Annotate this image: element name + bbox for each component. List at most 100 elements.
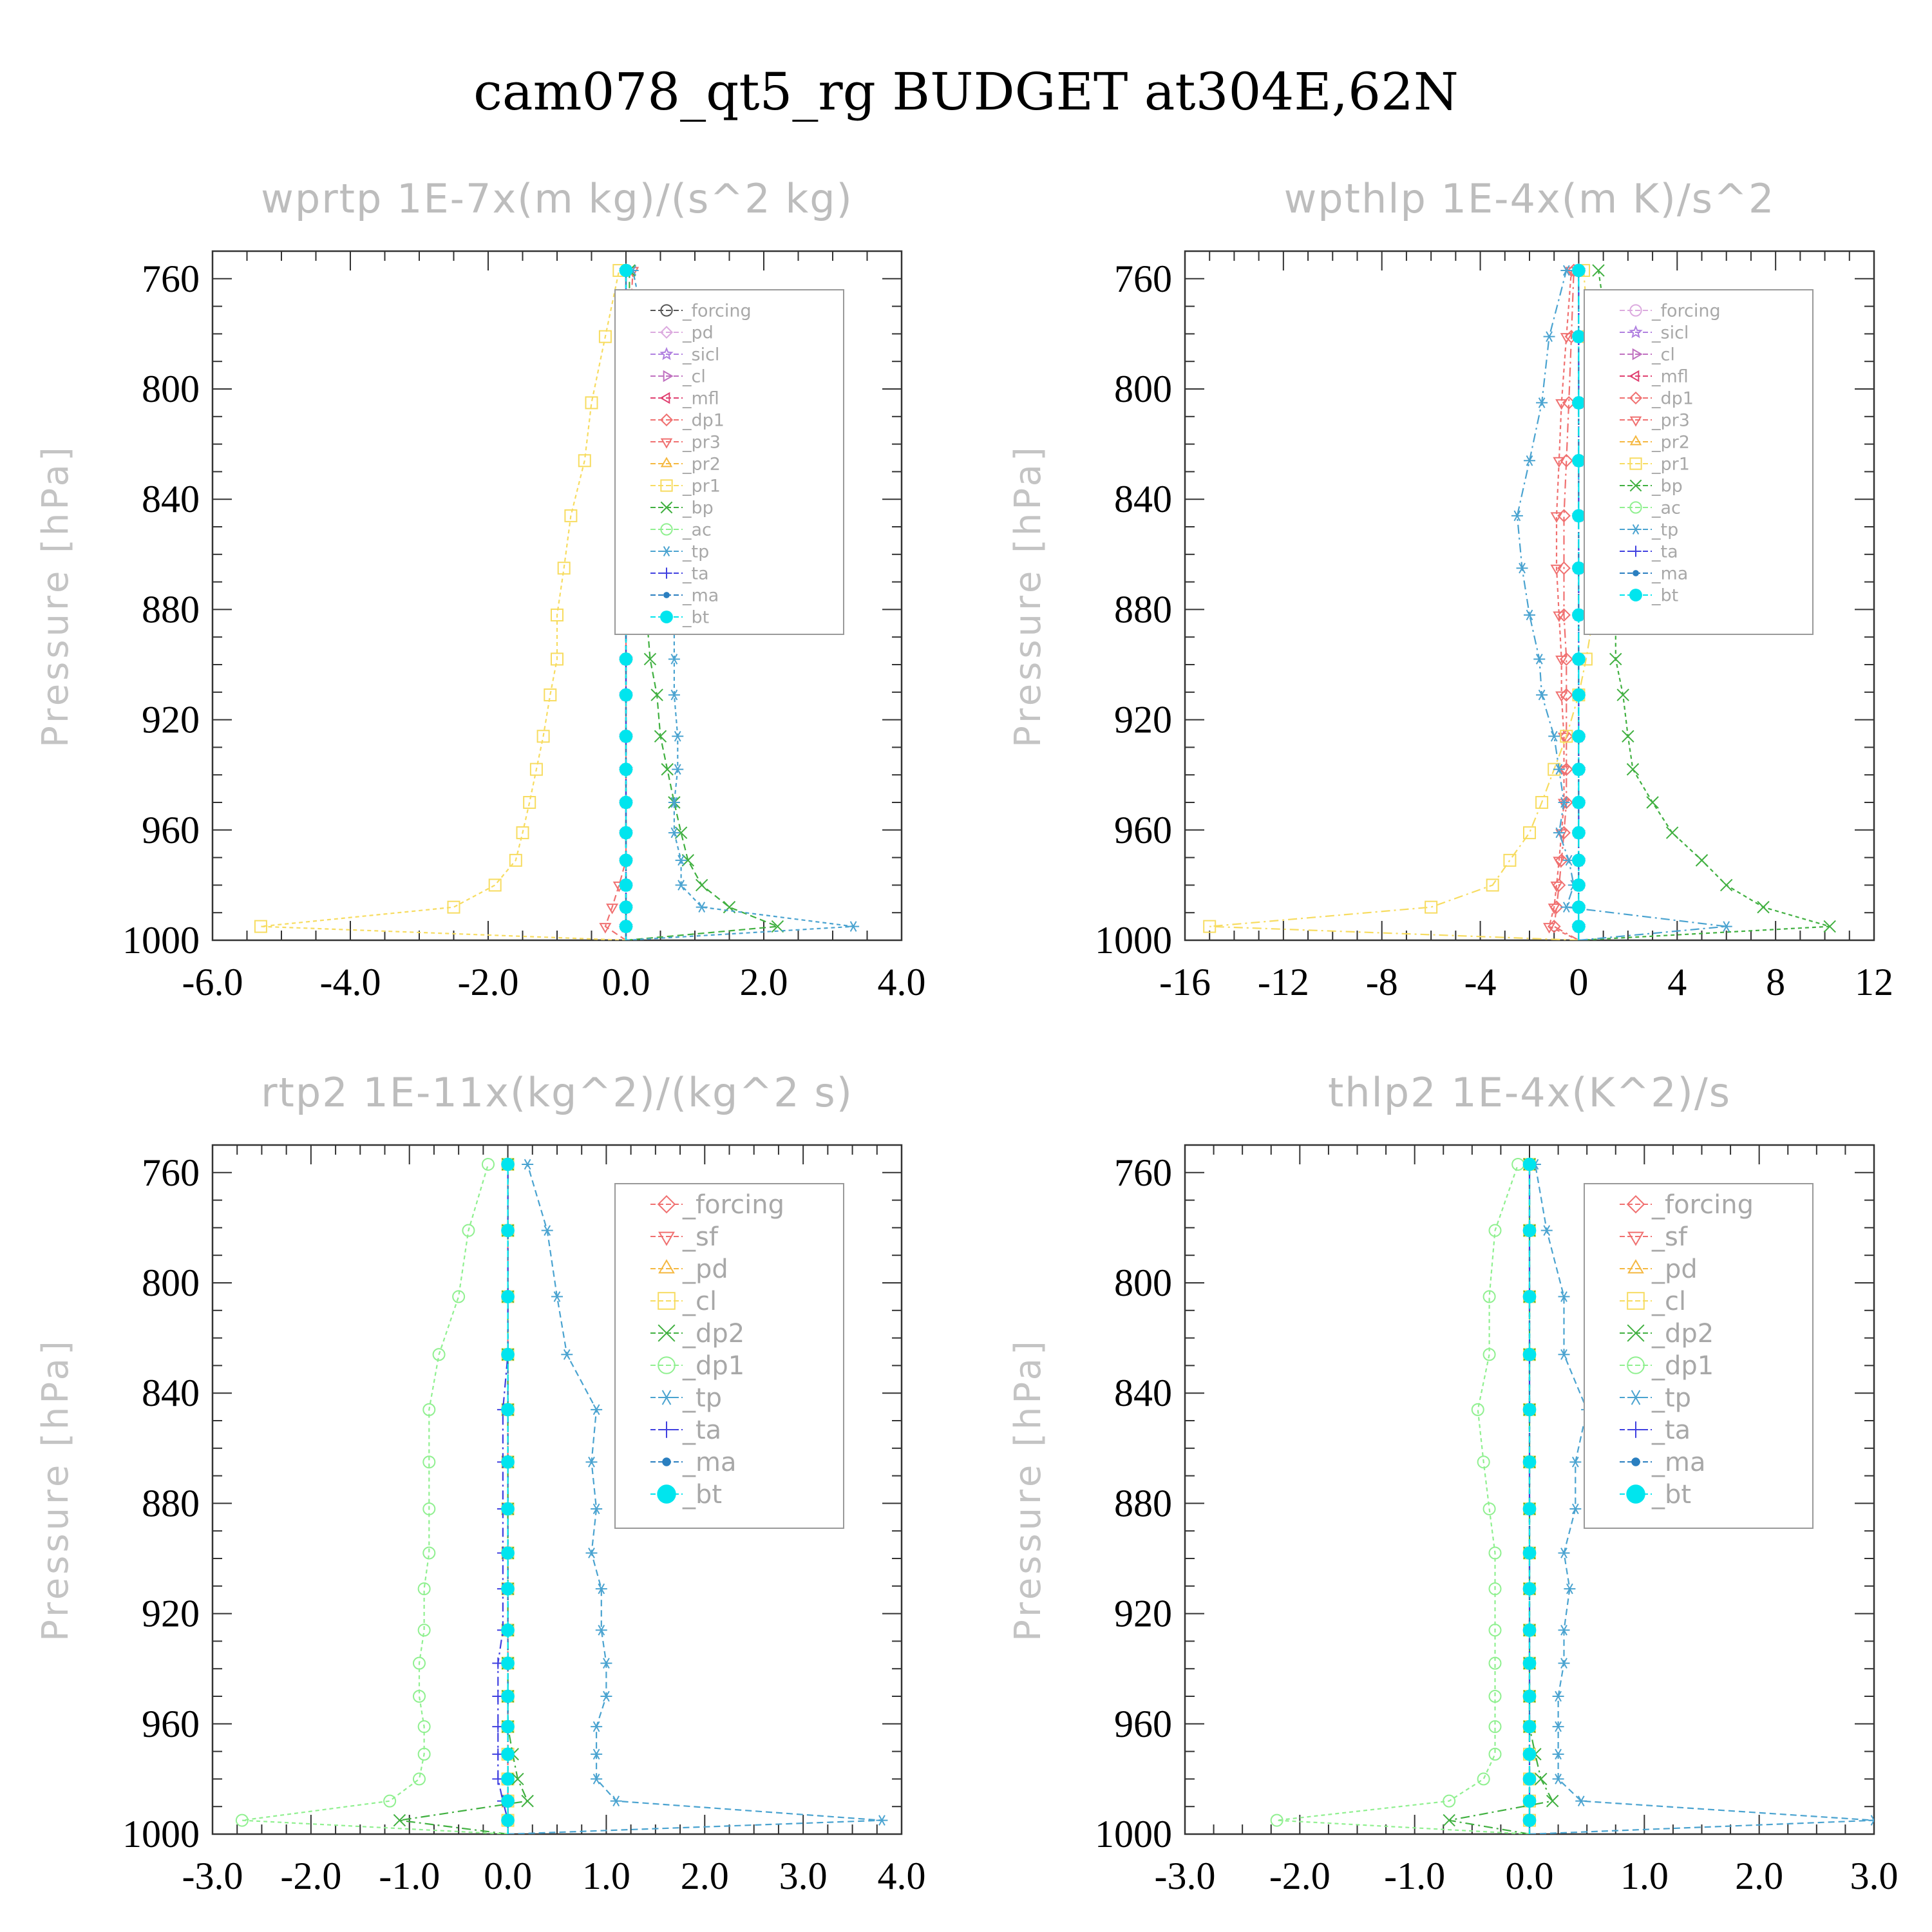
data-point [1559,453,1573,468]
legend-entry: _ta [650,1416,721,1445]
legend-label: _forcing [1651,1190,1754,1220]
data-point [1609,652,1622,666]
legend-marker [660,501,673,514]
data-point [650,688,663,701]
x-tick-label: 1.0 [582,1855,630,1897]
legend-marker [1627,1292,1645,1310]
data-point [1557,509,1571,523]
legend-label: _ma [682,585,719,605]
data-point [413,1690,426,1703]
data-point [522,1159,534,1170]
legend-entry: _dp1 [650,410,724,430]
data-point [619,762,633,776]
data-point [1557,561,1571,575]
legend-label: _dp2 [682,1319,744,1349]
legend-entry: _forcing [650,1190,784,1220]
data-point [1555,399,1568,410]
legend-entry: _ta [650,564,709,583]
data-point [501,1623,515,1637]
series-pr3 [1543,267,1579,940]
legend-marker [1629,370,1640,383]
data-point [595,1583,607,1595]
panel-1: wprtp 1E-7x(m kg)/(s^2 kg) Pressure [hPa]… [35,175,926,1003]
data-point [1572,920,1586,933]
data-point [1626,762,1640,776]
plot-area [235,1157,888,1834]
x-tick-label: 0.0 [602,961,650,1003]
legend-entry: _cl [1620,345,1675,365]
data-point [1511,510,1523,522]
data-point [1522,1623,1537,1637]
data-point [1646,796,1659,809]
data-point [1552,1774,1564,1785]
plot-area [1270,1157,1874,1834]
y-tick-label: 760 [142,258,200,300]
data-point [1558,1349,1570,1360]
data-point [1482,1290,1496,1303]
data-point [521,1794,534,1808]
y-axis-label: Pressure [hPa] [1007,444,1049,748]
data-point [1522,1814,1537,1827]
series-line [507,1164,882,1834]
data-point [696,902,708,913]
legend-label: _tp [1651,1383,1691,1413]
data-point [585,1456,598,1468]
data-point [501,1747,515,1761]
data-point [1559,688,1573,702]
data-point [1572,608,1586,622]
legend-label: _dp1 [682,410,724,430]
legend-label: _forcing [682,1190,784,1220]
legend-label: _tp [1651,520,1678,540]
figure-title: cam078_qt5_rg BUDGET at304E,62N [473,62,1459,122]
data-point [1695,854,1709,867]
data-point [1572,729,1586,743]
y-tick-label: 960 [1114,1703,1172,1745]
data-point [1482,1348,1496,1361]
data-point [1522,1689,1537,1703]
x-tick-label: -3.0 [182,1855,243,1897]
data-point [1555,691,1568,703]
data-point [771,920,784,933]
y-tick-label: 1000 [1095,1813,1172,1855]
legend-marker [658,1231,675,1246]
legend-marker [1627,1390,1644,1405]
legend-entry: _ac [650,520,712,540]
data-point [1575,1795,1587,1806]
data-point [1572,826,1586,840]
data-point [1572,795,1586,810]
data-point [417,1747,431,1761]
data-point [619,878,633,892]
legend-label: _ma [1651,564,1688,583]
legend-marker [661,545,672,557]
y-tick-label: 1000 [122,1813,200,1855]
data-point [695,878,708,892]
data-point [482,1157,495,1171]
data-point [1572,878,1586,892]
legend-entry: _pd [650,1255,728,1284]
legend-entry: _bp [650,498,714,518]
y-tick-label: 920 [1114,1593,1172,1635]
data-point [1592,264,1605,277]
legend-marker [1629,325,1643,339]
data-point [1569,1503,1582,1515]
legend-marker [1626,1484,1645,1504]
data-point [447,900,460,914]
legend-label: _sicl [1651,323,1689,343]
data-point [1553,457,1566,468]
legend-label: _sf [682,1222,719,1252]
data-point [1548,730,1560,742]
data-point [668,827,680,838]
data-point [523,796,536,809]
data-point [1572,900,1586,914]
legend: _forcing_sf _pd _cl _dp2_dp1_tp _ta _ma _bt [1584,1183,1814,1529]
data-point [1572,509,1586,523]
legend-box [1584,289,1814,635]
legend-entry: _ma [650,1448,736,1477]
legend-label: _bt [682,1480,722,1510]
legend-label: _pr2 [682,454,721,474]
legend-label: _dp1 [1651,1351,1714,1381]
data-point [1557,799,1571,810]
data-point [422,1403,436,1416]
legend-label: _ta [682,564,709,583]
data-point [432,1348,446,1361]
